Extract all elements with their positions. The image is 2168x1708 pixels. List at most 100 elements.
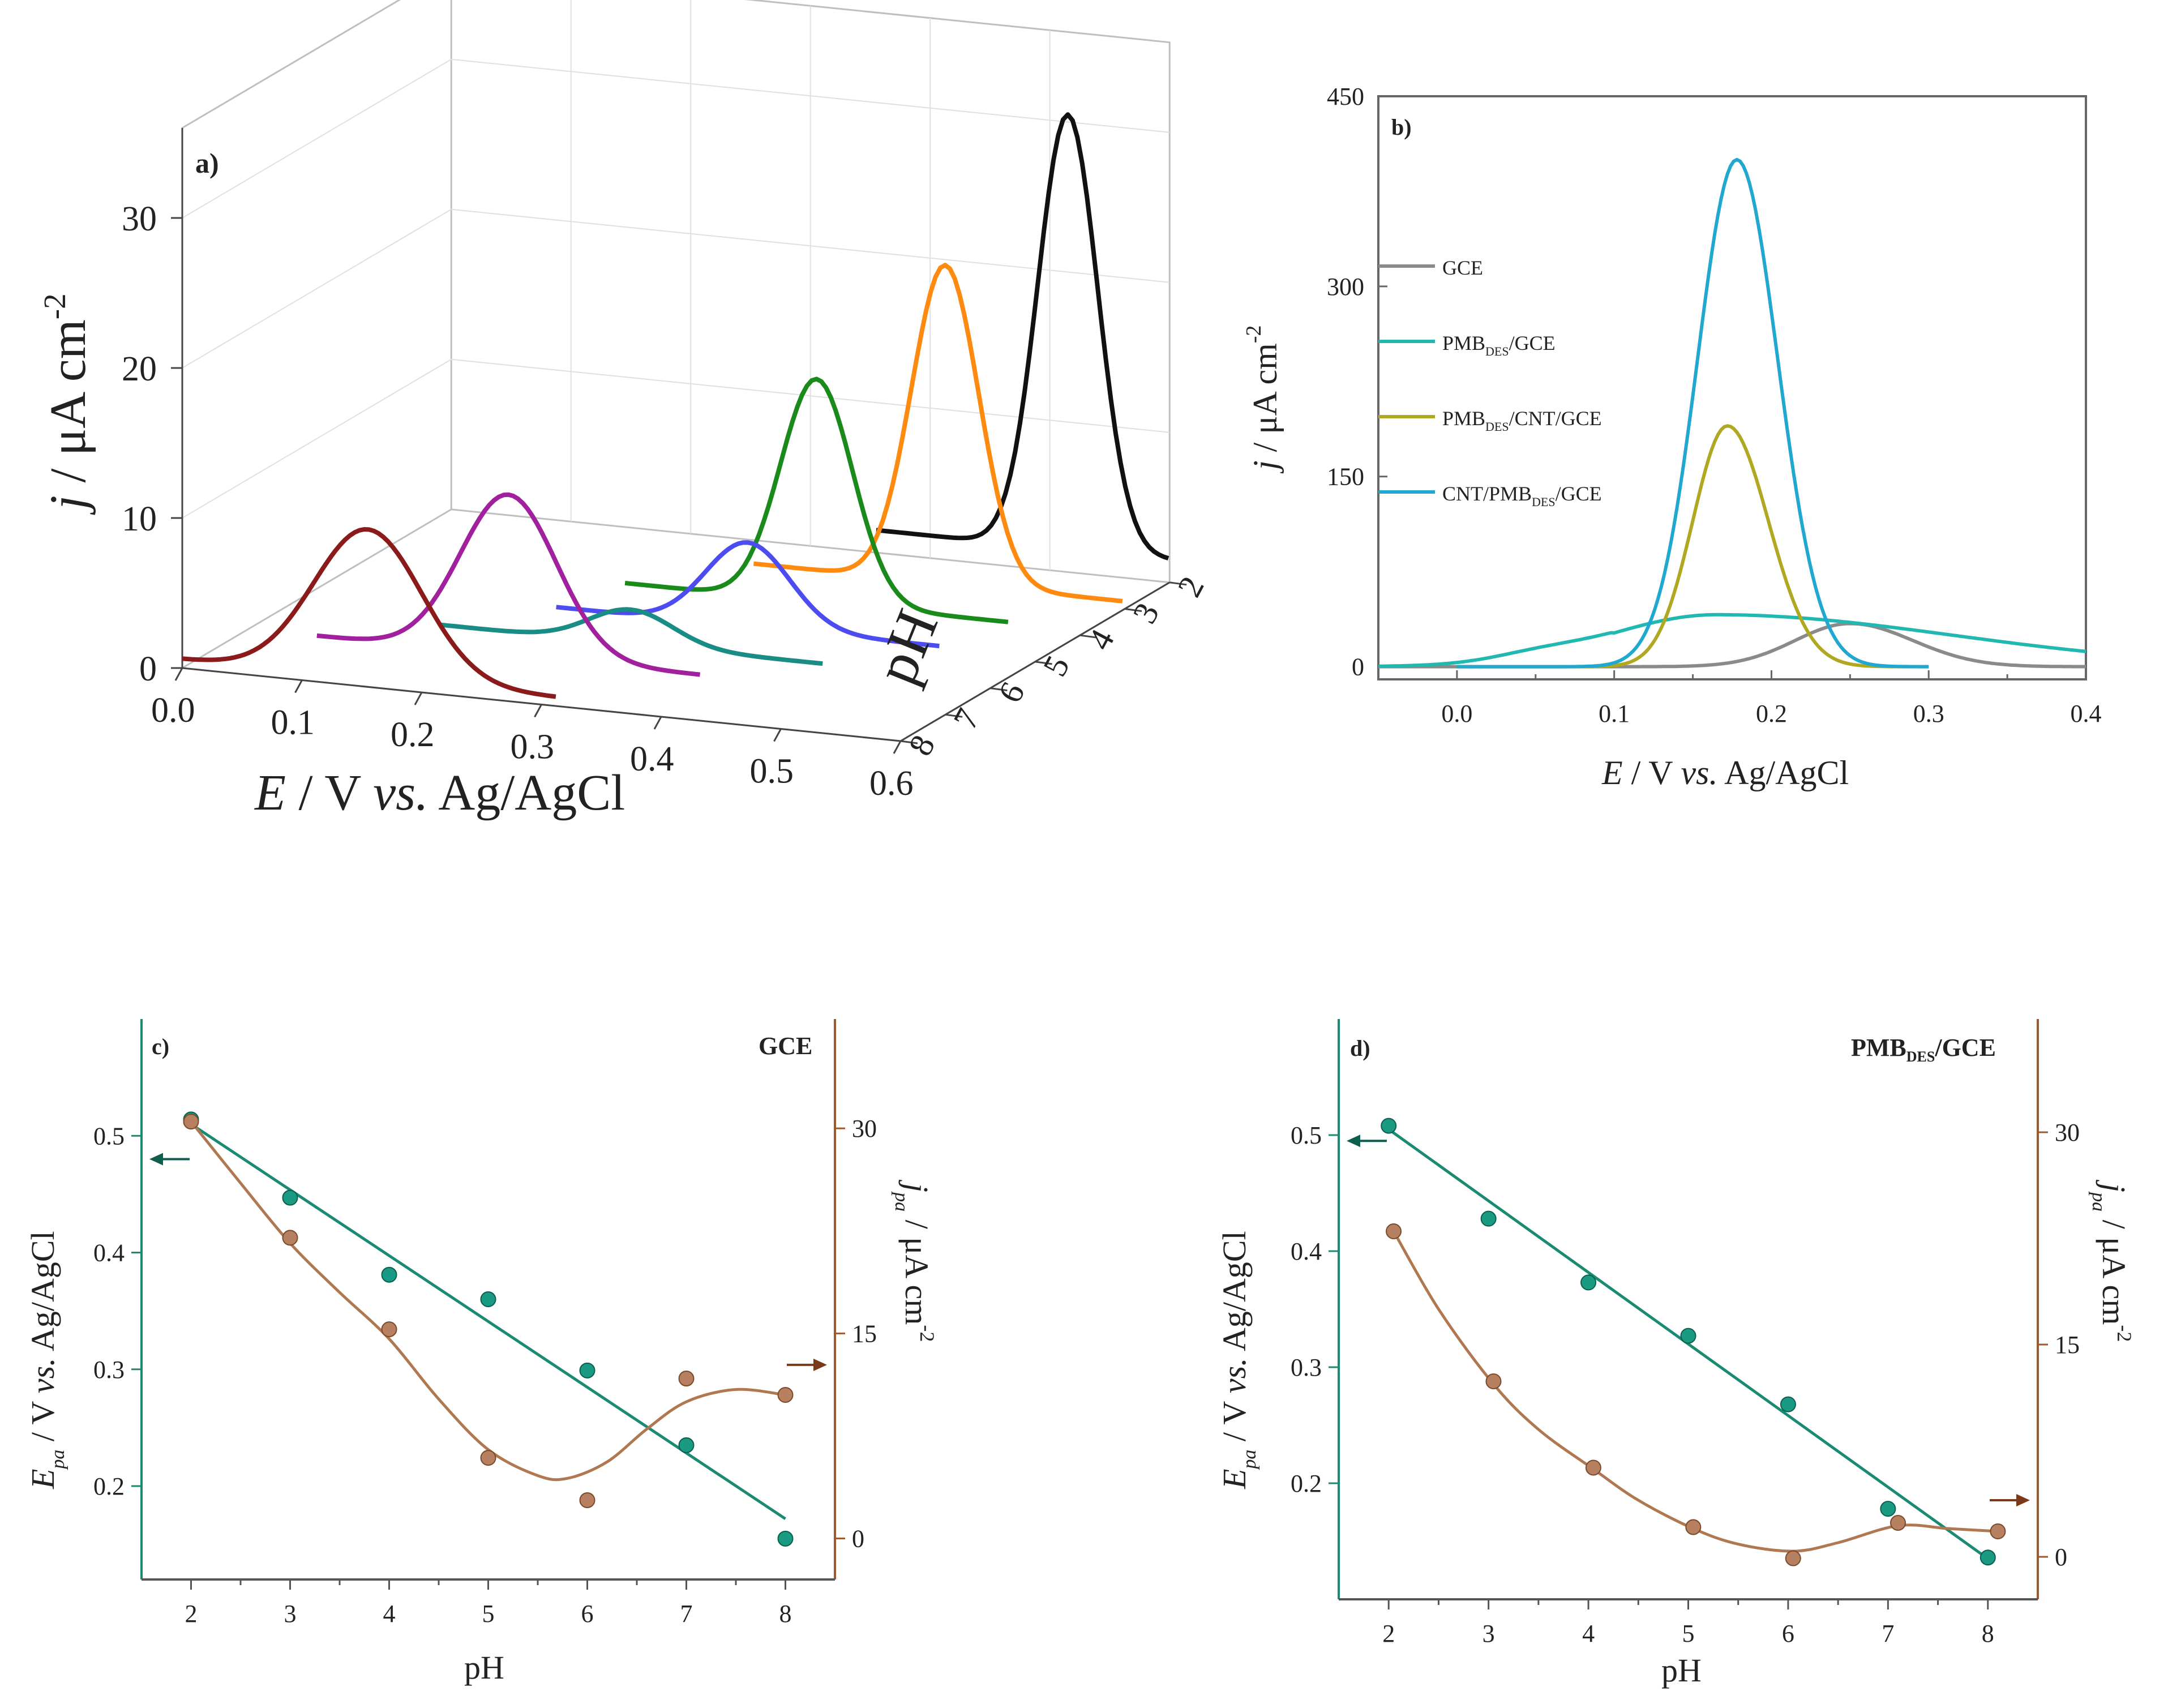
chart-c-title: GCE [759,1032,812,1060]
chart-b-ylabel-sup: -2 [1242,326,1266,344]
chart-d-E-fit-line [1387,1128,1989,1560]
chart-b-legend-name: PMB [1442,332,1485,354]
chart-a-x-tick [893,740,902,754]
chart-a-y-axis-label: j / μA cm-2 [37,293,96,515]
chart-b-ylabel-rest: / μA cm [1246,343,1284,460]
chart-a-series-line [753,263,1123,603]
chart-c-y2label-sub: pa [891,1191,912,1212]
chart-d-arrow-right-head [2016,1494,2030,1506]
chart-c-y2-tick-label: 15 [852,1320,877,1347]
chart-a-z-tick [1169,581,1187,586]
chart-d-j-point [1485,1373,1502,1389]
chart-c-y2-tick-label: 0 [852,1525,864,1553]
chart-a-panel-label: a) [195,147,219,179]
chart-c-y1-tick-label: 0.3 [93,1356,125,1384]
chart-c-y1-axis-label: Epa / V vs. Ag/AgCl [24,1231,68,1489]
chart-d-x-tick-label: 8 [1982,1620,1994,1647]
chart-b-xlabel-rest: / V [1623,754,1681,791]
chart-d-title-main: PMB [1851,1034,1906,1061]
chart-b-y-tick-label: 0 [1352,653,1364,681]
chart-b-legend-rest: /CNT/GCE [1509,407,1602,430]
chart-a-x-tick [414,692,423,705]
chart-c: 2 3 4 5 6 7 8 0.2 0.3 0.4 0.5 0 15 30 c) GCE pH Epa /… [24,1019,939,1686]
chart-c-y1label-sub: pa [48,1450,68,1470]
chart-d-title: PMBDES/GCE [1851,1034,1996,1065]
chart-d-y1-tick-label: 0.3 [1291,1354,1322,1381]
chart-a-z-tick [945,713,963,718]
chart-c-axes: 2 3 4 5 6 7 8 0.2 0.3 0.4 0.5 0 15 30 [93,1019,877,1628]
chart-d-arrow-left-head [1347,1135,1360,1148]
chart-a-z-tick [1035,661,1052,665]
chart-c-x-tick-label: 7 [680,1600,693,1628]
chart-d-j-point [1785,1550,1801,1566]
chart-a-x-tick-label: 0.2 [391,716,435,754]
chart-a-z-tick-label: 3 [1125,597,1166,629]
chart-b-legend: GCEPMBDES/GCEPMBDES/CNT/GCECNT/PMBDES/GC… [1378,256,1602,509]
chart-d-y1label-sub: pa [1239,1450,1260,1470]
chart-c-j-point [183,1114,199,1130]
chart-a-x-tick-label: 0.6 [869,764,914,803]
chart-c-x-tick-label: 8 [779,1600,792,1628]
chart-d-x-tick-label: 7 [1882,1620,1894,1647]
chart-a-x-tick-label: 0.0 [151,691,195,730]
chart-a-z-tick-label: 2 [1170,570,1211,602]
chart-a-z-tick [1124,608,1142,612]
chart-a-ylabel-italic: j [40,495,96,515]
chart-d-E-point [1980,1549,1996,1566]
chart-a-z-tick-label: 8 [901,729,942,761]
chart-c-x-tick-label: 5 [482,1600,495,1628]
chart-d-y1label-rest: / V [1216,1393,1253,1449]
chart-b-legend-rest: /GCE [1509,332,1556,354]
chart-d-y1-tick-label: 0.2 [1291,1470,1322,1497]
chart-d-x-tick-label: 6 [1782,1620,1794,1647]
chart-a-xlabel-rest: / V [286,765,373,821]
chart-b-y-tick-label: 150 [1327,463,1364,491]
chart-c-y2-tick-label: 30 [852,1115,877,1142]
chart-a-x-tick-label: 0.4 [630,740,674,778]
chart-a-series-line [439,607,823,666]
chart-a-xlabel-italic: E [254,765,286,821]
chart-a-y-tick-label: 10 [122,500,157,538]
chart-a-xlabel-vs: vs. [373,765,428,821]
chart-c-x-tick-label: 6 [581,1600,594,1628]
chart-a-z-tick-label: 6 [991,676,1032,708]
chart-d-y1-tick-label: 0.5 [1291,1121,1322,1149]
chart-d-x-tick-label: 4 [1582,1620,1595,1647]
chart-b-ticks: 0.0 0.1 0.2 0.3 0.4 0 150 300 450 [1327,83,2102,727]
chart-a-series-line [556,540,940,649]
chart-a-series-line [876,112,1169,560]
chart-d-E-point [1880,1501,1896,1517]
chart-c-x-tick-label: 2 [185,1600,198,1628]
chart-c-panel-label: c) [152,1034,169,1059]
chart-b-series [1378,157,2086,669]
chart-d-j-fit-curve [1392,1230,1998,1553]
chart-b-xlabel-ref: Ag/AgCl [1717,754,1849,791]
chart-a-x-tick-label: 0.1 [271,704,315,742]
chart-d-E-point [1580,1274,1597,1291]
chart-b-panel-label: b) [1391,114,1412,140]
chart-d-y1-tick-label: 0.4 [1291,1238,1322,1265]
chart-d-j-point [1685,1519,1702,1535]
chart-a-z-tick-label: 5 [1036,650,1077,682]
chart-a-z-tick [990,687,1008,692]
chart-d-x-tick-label: 5 [1682,1620,1695,1647]
chart-d-E-point [1381,1118,1397,1134]
chart-c-y1label-vs: vs. [24,1358,61,1393]
chart-c-x-tick-label: 3 [284,1600,297,1628]
chart-a-x-tick [773,728,782,742]
chart-b-legend-rest: /GCE [1556,482,1602,505]
chart-c-marks [149,1111,827,1547]
chart-b-legend-sub: DES [1532,495,1556,509]
chart-a-series [182,112,1169,699]
chart-b-series-line [1456,424,1929,669]
chart-c-j-point [579,1492,595,1508]
chart-d-y2-tick-label: 30 [2055,1119,2080,1146]
chart-d-title-sub: DES [1906,1048,1935,1065]
chart-a-gridline-j [182,358,1170,519]
chart-c-y2label-rest: / μA cm [898,1212,935,1325]
chart-d-y1label-ref: Ag/AgCl [1216,1231,1253,1358]
chart-a-side-wall [181,0,401,668]
chart-b-x-tick-label: 0.4 [2071,700,2102,727]
chart-b-legend-label: PMBDES/GCE [1442,332,1556,358]
